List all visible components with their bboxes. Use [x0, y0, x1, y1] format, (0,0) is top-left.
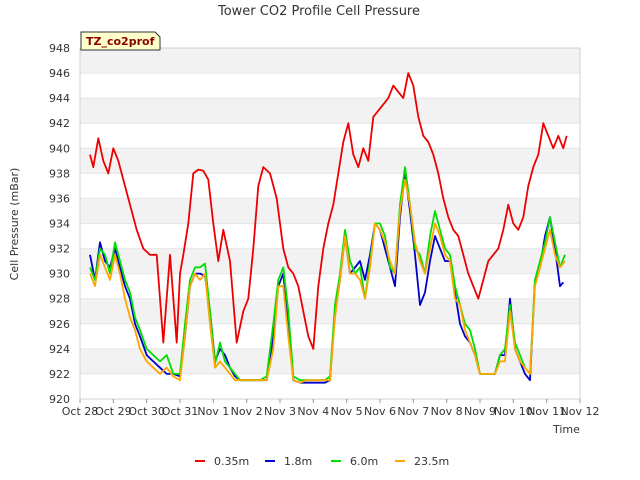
grid-band — [80, 248, 580, 274]
legend-label: 6.0m — [350, 455, 378, 468]
x-tick-label: Nov 8 — [431, 405, 463, 418]
series-lines — [89, 72, 568, 384]
y-tick-label: 926 — [49, 318, 70, 331]
x-tick-label: Nov 10 — [494, 405, 533, 418]
x-tick-label: Nov 5 — [331, 405, 363, 418]
y-tick-label: 934 — [49, 218, 70, 231]
x-tick-label: Nov 2 — [231, 405, 263, 418]
y-tick-label: 928 — [49, 293, 70, 306]
x-tick-label: Nov 7 — [397, 405, 429, 418]
y-axis-ticks: 920 922 924 926 928 930 932 934 936 938 940 942 944 9… — [49, 42, 70, 406]
x-tick-label: Oct 30 — [128, 405, 165, 418]
chart-title: Tower CO2 Profile Cell Pressure — [217, 4, 420, 19]
site-badge-box — [80, 31, 161, 51]
y-tick-label: 944 — [49, 92, 70, 105]
legend-label: 0.35m — [214, 455, 249, 468]
y-tick-label: 936 — [49, 192, 70, 205]
y-tick-label: 924 — [49, 343, 70, 356]
x-tick-label: Nov 1 — [197, 405, 229, 418]
site-badge-label: TZ_co2prof — [86, 35, 155, 48]
x-tick-label: Oct 29 — [95, 405, 132, 418]
y-tick-label: 932 — [49, 243, 70, 256]
plot-bands — [79, 47, 581, 400]
y-tick-label: 946 — [49, 67, 70, 80]
y-tick-label: 948 — [49, 42, 70, 55]
x-tick-label: Nov 4 — [297, 405, 329, 418]
legend: 0.35m 1.8m 6.0m 23.5m — [195, 455, 449, 468]
x-tick-label: Nov 3 — [264, 405, 296, 418]
legend-label: 23.5m — [414, 455, 449, 468]
site-badge: TZ_co2prof — [80, 31, 161, 51]
x-axis-label: Time — [552, 423, 580, 436]
y-tick-label: 942 — [49, 117, 70, 130]
grid-band — [80, 148, 580, 174]
y-tick-label: 922 — [49, 368, 70, 381]
y-tick-label: 920 — [49, 393, 70, 406]
x-tick-label: Nov 6 — [364, 405, 396, 418]
plot-frame — [79, 47, 581, 400]
series-line-0.35m — [89, 72, 568, 350]
legend-item: 0.35m — [195, 455, 249, 468]
grid-band — [80, 48, 580, 74]
x-tick-label: Nov 11 — [527, 405, 566, 418]
legend-item: 1.8m — [265, 455, 312, 468]
x-tick-label: Oct 31 — [162, 405, 199, 418]
y-tick-label: 940 — [49, 142, 70, 155]
y-axis-label: Cell Pressure (mBar) — [8, 168, 21, 281]
x-tick-label: Nov 9 — [464, 405, 496, 418]
y-tick-label: 938 — [49, 167, 70, 180]
legend-item: 6.0m — [331, 455, 378, 468]
grid-band — [80, 298, 580, 324]
legend-label: 1.8m — [284, 455, 312, 468]
x-tick-label: Nov 12 — [561, 405, 600, 418]
series-line-23.5m — [89, 178, 566, 384]
legend-item: 23.5m — [395, 455, 449, 468]
grid-band — [80, 98, 580, 124]
y-tick-label: 930 — [49, 268, 70, 281]
x-tick-label: Oct 28 — [62, 405, 99, 418]
